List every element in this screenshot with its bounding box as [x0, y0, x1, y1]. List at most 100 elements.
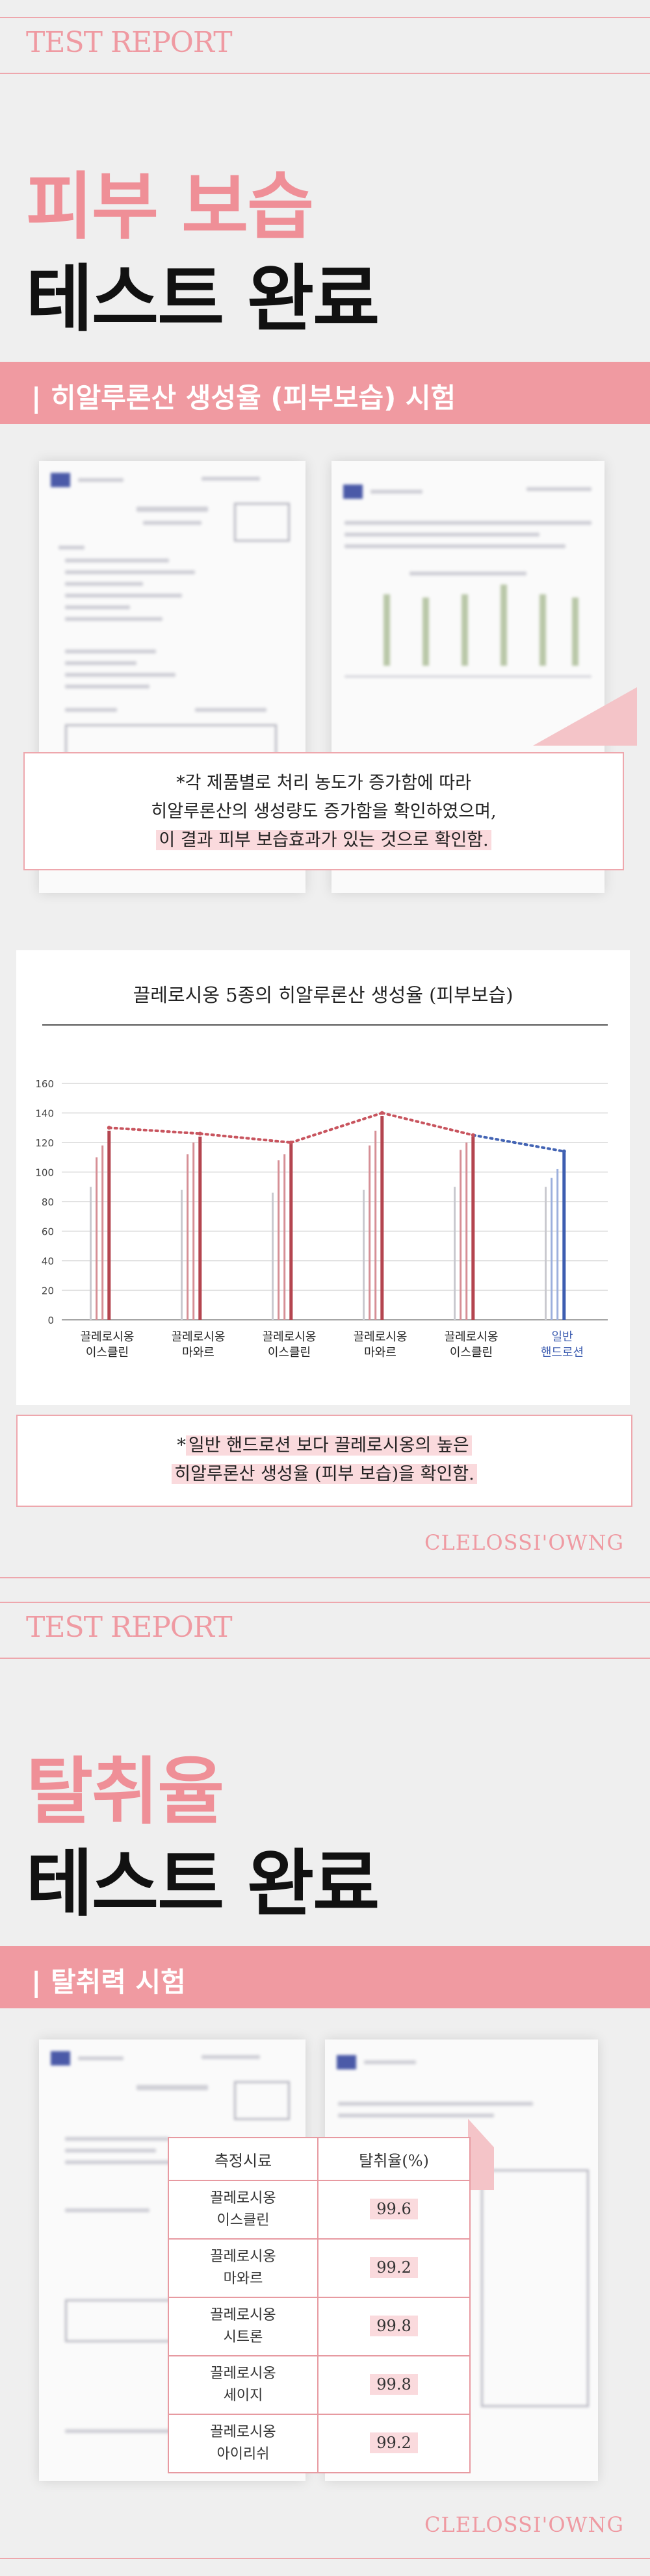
chart-bar: [101, 1145, 104, 1320]
chart-bar: [192, 1143, 195, 1320]
section-band-deodorization: | 탈취력 시험: [0, 1946, 650, 2008]
x-tick-label: 핸드로션: [541, 1346, 584, 1359]
x-tick-label: 끌레로시옹: [81, 1330, 135, 1344]
chart-bar: [545, 1187, 547, 1320]
chart-bar: [289, 1143, 293, 1320]
rate-value: 99.8: [370, 2374, 418, 2395]
x-tick-label: 끌레로시옹: [172, 1330, 226, 1344]
section-band-hyaluronic: | 히알루론산 생성율 (피부보습) 시험: [0, 362, 650, 424]
x-tick-label: 끌레로시옹: [445, 1330, 499, 1344]
trend-segment: [471, 1133, 566, 1153]
rate-value: 99.2: [370, 2257, 418, 2278]
x-tick-label: 마와르: [364, 1346, 396, 1359]
sample-name-l2: 세이지: [223, 2388, 263, 2404]
table-header-sample: 측정시료: [168, 2137, 318, 2181]
x-tick-label: 이스클린: [450, 1346, 493, 1359]
chart-bar: [562, 1151, 566, 1320]
title-deodorization: 탈취율: [26, 1750, 224, 1834]
y-tick-label: 80: [42, 1196, 54, 1208]
x-tick-label: 끌레로시옹: [354, 1330, 408, 1344]
note-line-1: *각 제품별로 처리 농도가 증가함에 따라: [176, 773, 471, 793]
sample-name-l1: 끌레로시옹: [210, 2366, 276, 2382]
brand-logo-1: CLELOSSI'OWNG: [424, 1530, 624, 1555]
title-test-complete-2: 테스트 완료: [26, 1842, 380, 1926]
deodorization-table: 측정시료 탈취율(%) 끌레로시옹 이스클린 99.6 끌레로시옹 마와르 99.2…: [168, 2137, 471, 2473]
chart-bar: [465, 1143, 468, 1320]
rate-value: 99.8: [370, 2316, 418, 2336]
chart-bar: [369, 1145, 371, 1320]
chart-bar: [283, 1154, 286, 1320]
y-tick-label: 60: [42, 1226, 54, 1238]
chart-bar: [460, 1150, 462, 1320]
chart-bar: [556, 1168, 559, 1320]
x-tick-label: 마와르: [182, 1346, 214, 1359]
chart-bar: [272, 1193, 274, 1320]
title-test-complete: 테스트 완료: [26, 257, 380, 342]
trend-point: [198, 1131, 202, 1136]
chart-note-line-1: 일반 핸드로션 보다 끌레로시옹의 높은: [185, 1435, 472, 1456]
chart-title: 끌레로시옹 5종의 히알루론산 생성율 (피부보습): [133, 984, 514, 1006]
sample-name-l2: 마와르: [223, 2271, 263, 2287]
chart-bar: [198, 1136, 202, 1320]
y-tick-label: 0: [47, 1315, 54, 1326]
y-tick-label: 100: [35, 1167, 54, 1179]
trend-point: [562, 1149, 566, 1154]
title-moisture: 피부 보습: [26, 165, 314, 249]
chart-bar: [107, 1130, 111, 1320]
trend-point: [471, 1133, 475, 1137]
chart-bar: [278, 1160, 280, 1320]
chart-bar: [471, 1136, 475, 1320]
chart-bar: [96, 1157, 98, 1320]
trend-segment: [198, 1132, 292, 1144]
chart-card: 끌레로시옹 5종의 히알루론산 생성율 (피부보습) 0 20 40 60 80 100 1…: [16, 950, 630, 1405]
sample-name-l1: 끌레로시옹: [210, 2424, 276, 2440]
rate-value: 99.6: [370, 2199, 418, 2219]
bottom-divider: [0, 2558, 650, 2559]
chart-note-line-2: 히알루론산 생성율 (피부 보습)을 확인함.: [172, 1464, 477, 1484]
sample-name-l2: 이스클린: [216, 2212, 270, 2229]
chart-bar: [454, 1187, 456, 1320]
sample-name-l2: 시트론: [223, 2329, 263, 2345]
note-box-chart: * 일반 핸드로션 보다 끌레로시옹의 높은 히알루론산 생성율 (피부 보습)을…: [16, 1415, 632, 1507]
rate-value: 99.2: [370, 2432, 418, 2453]
sample-name-l2: 아이리쉬: [216, 2446, 270, 2462]
chart-bar: [551, 1178, 553, 1320]
trend-point: [289, 1141, 293, 1144]
band-label: | 히알루론산 생성율 (피부보습) 시험: [31, 382, 456, 414]
section2-top-divider: [0, 1602, 650, 1603]
y-tick-label: 160: [35, 1078, 54, 1090]
test-report-tag-2: TEST REPORT: [26, 1611, 233, 1644]
sample-name-l1: 끌레로시옹: [210, 2307, 276, 2323]
sample-name-l1: 끌레로시옹: [210, 2190, 276, 2206]
band-label-2: | 탈취력 시험: [31, 1966, 186, 1998]
chart-bar: [380, 1116, 384, 1320]
note-box-hyaluronic: *각 제품별로 처리 농도가 증가함에 따라 히알루론산의 생성량도 증가함을 …: [23, 752, 624, 870]
trend-point: [107, 1126, 111, 1130]
chart-bar: [363, 1189, 365, 1320]
x-tick-label: 끌레로시옹: [263, 1330, 317, 1344]
top-divider: [0, 17, 650, 18]
section-divider-1: [0, 1577, 650, 1578]
note-line-2: 히알루론산의 생성량도 증가함을 확인하였으며,: [151, 802, 497, 822]
trend-segment: [380, 1111, 474, 1137]
tag-divider: [0, 73, 650, 74]
chart-bar: [187, 1154, 189, 1320]
y-tick-label: 120: [35, 1137, 54, 1149]
y-tick-label: 40: [42, 1256, 54, 1267]
section2-tag-divider: [0, 1658, 650, 1659]
test-report-tag: TEST REPORT: [26, 26, 233, 59]
sample-name-l1: 끌레로시옹: [210, 2249, 276, 2265]
chart-title-rule: [42, 1024, 608, 1026]
chart-bar: [374, 1130, 377, 1320]
chart-bar: [90, 1187, 92, 1320]
note-line-3-highlight: 이 결과 피부 보습효과가 있는 것으로 확인함.: [156, 830, 491, 850]
x-tick-label: 일반: [551, 1330, 573, 1344]
brand-logo-2: CLELOSSI'OWNG: [424, 2512, 624, 2537]
chart-note-asterisk: *: [177, 1435, 186, 1456]
